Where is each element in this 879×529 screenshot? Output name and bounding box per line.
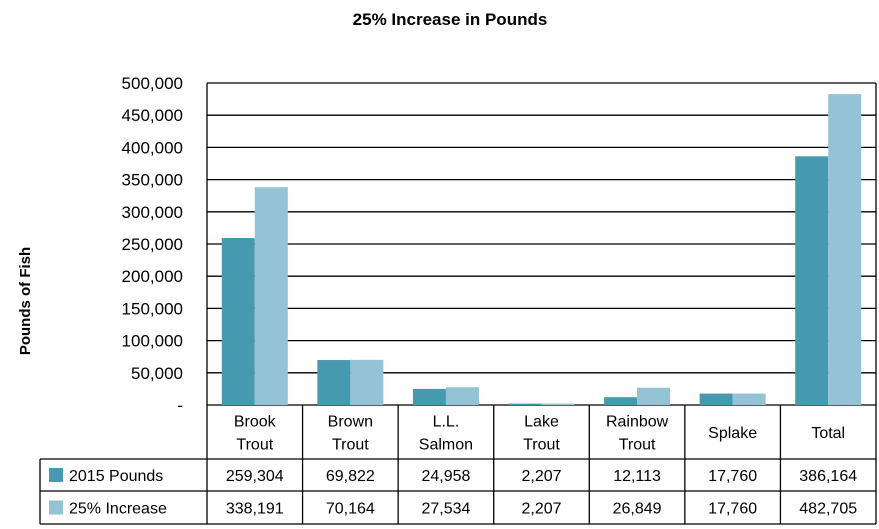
category-label: Salmon bbox=[419, 437, 473, 454]
bars bbox=[221, 94, 862, 406]
bar bbox=[699, 393, 733, 405]
legend-label: 25% Increase bbox=[69, 501, 167, 518]
bar bbox=[317, 360, 351, 405]
bar bbox=[221, 238, 255, 405]
y-tick-label: 450,000 bbox=[122, 106, 183, 125]
category-label: Splake bbox=[708, 425, 757, 442]
bar bbox=[350, 359, 384, 405]
category-label: Trout bbox=[332, 437, 369, 454]
bar bbox=[412, 388, 446, 405]
data-value: 259,304 bbox=[226, 468, 284, 485]
y-tick-label: - bbox=[177, 396, 183, 415]
bar bbox=[445, 387, 479, 405]
category-label: Total bbox=[811, 425, 845, 442]
legend-label: 2015 Pounds bbox=[69, 468, 163, 485]
data-value: 24,958 bbox=[421, 468, 470, 485]
y-tick-label: 500,000 bbox=[122, 74, 183, 93]
data-table: Brook Trout Brown Trout L.L. Salmon Lake Trout R… bbox=[39, 405, 877, 525]
y-tick-label: 50,000 bbox=[131, 364, 183, 383]
data-value: 12,113 bbox=[613, 468, 661, 485]
category-label: Brown bbox=[328, 414, 373, 431]
y-tick-label: 100,000 bbox=[122, 332, 183, 351]
bar bbox=[637, 387, 671, 405]
legend-swatch bbox=[49, 500, 63, 515]
y-tick-label: 400,000 bbox=[122, 138, 183, 157]
bar bbox=[828, 94, 862, 406]
bar bbox=[732, 393, 766, 405]
y-tick-label: 300,000 bbox=[122, 203, 183, 222]
y-tick-label: 150,000 bbox=[122, 299, 183, 318]
bar bbox=[254, 187, 288, 405]
data-value: 27,534 bbox=[421, 501, 470, 518]
category-label: Trout bbox=[523, 437, 560, 454]
category-label: Trout bbox=[619, 437, 656, 454]
y-tick-label: 350,000 bbox=[122, 171, 183, 190]
category-label: Trout bbox=[236, 437, 273, 454]
data-value: 17,760 bbox=[708, 468, 757, 485]
y-axis-label: Pounds of Fish bbox=[17, 247, 34, 355]
y-axis-ticks: - 50,000 100,000 150,000 200,000 250,000 300,0… bbox=[122, 74, 183, 415]
category-label: L.L. bbox=[433, 414, 460, 431]
bar bbox=[795, 156, 829, 405]
data-value: 69,822 bbox=[326, 468, 375, 485]
bar bbox=[604, 397, 638, 405]
bar bbox=[541, 403, 575, 405]
y-tick-label: 200,000 bbox=[122, 267, 183, 286]
y-tick-label: 250,000 bbox=[122, 235, 183, 254]
data-value: 26,849 bbox=[613, 501, 662, 518]
data-value: 17,760 bbox=[708, 501, 757, 518]
gridlines bbox=[206, 82, 877, 406]
category-label: Rainbow bbox=[606, 414, 669, 431]
data-value: 2,207 bbox=[521, 468, 561, 485]
bar bbox=[508, 403, 542, 405]
legend-swatch bbox=[49, 468, 63, 482]
data-value: 386,164 bbox=[799, 468, 857, 485]
data-value: 482,705 bbox=[799, 501, 857, 518]
data-value: 338,191 bbox=[226, 501, 284, 518]
data-value: 70,164 bbox=[326, 501, 375, 518]
chart-title: 25% Increase in Pounds bbox=[353, 10, 548, 29]
category-label: Brook bbox=[234, 414, 277, 431]
category-label: Lake bbox=[524, 414, 559, 431]
data-value: 2,207 bbox=[521, 501, 561, 518]
